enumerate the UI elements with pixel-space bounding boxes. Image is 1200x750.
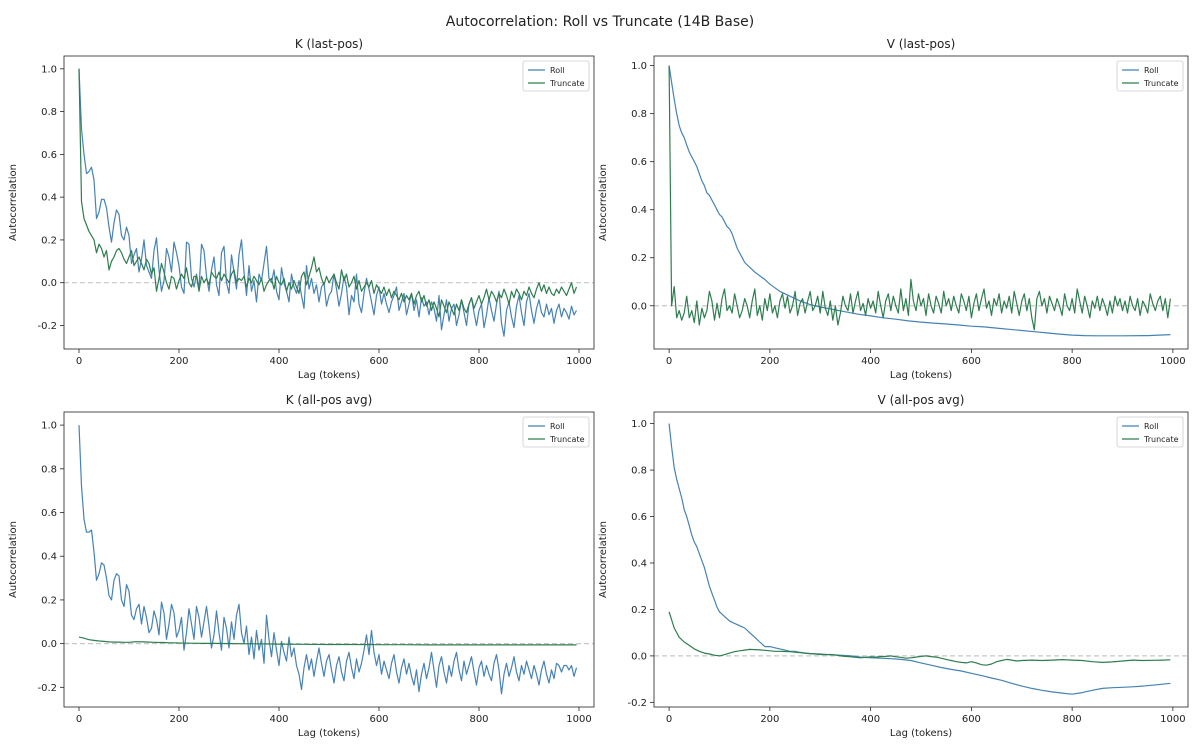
y-tick-label: 0.8: [41, 464, 57, 475]
y-tick-label: 0.2: [41, 595, 57, 606]
panel-title: K (last-pos): [295, 37, 363, 51]
x-tick-label: 1000: [1160, 714, 1185, 725]
y-tick-label: 0.0: [41, 639, 57, 650]
x-tick-label: 400: [269, 356, 288, 367]
series-line-roll: [78, 425, 578, 695]
y-axis-label: Autocorrelation: [8, 164, 19, 241]
y-tick-label: 0.2: [631, 605, 647, 616]
panels-container: K (last-pos) 0 200 400 600 800 1000 -0.2 0.0 0.2 0…: [8, 37, 1189, 739]
y-tick-label: -0.2: [627, 698, 647, 709]
y-tick-label: 1.0: [41, 64, 57, 75]
y-axis-label: Autocorrelation: [8, 521, 19, 598]
y-tick-label: 0.6: [631, 512, 647, 523]
y-tick-label: -0.2: [37, 321, 57, 332]
y-tick-label: 0.8: [41, 107, 57, 118]
y-tick-label: 1.0: [631, 61, 647, 72]
legend-label-roll: Roll: [1144, 422, 1159, 431]
y-axis-label: Autocorrelation: [598, 164, 609, 241]
series-group: [668, 65, 1171, 337]
x-tick-label: 400: [269, 714, 288, 725]
x-tick-label: 800: [1063, 714, 1082, 725]
panel-title: K (all-pos avg): [286, 393, 373, 407]
x-tick-label: 600: [369, 714, 388, 725]
x-axis-label: Lag (tokens): [298, 370, 360, 381]
y-tick-label: 0.8: [631, 109, 647, 120]
y-tick-label: 1.0: [41, 421, 57, 432]
x-tick-label: 200: [760, 356, 779, 367]
figure-title: Autocorrelation: Roll vs Truncate (14B B…: [446, 14, 754, 30]
x-tick-label: 0: [76, 714, 82, 725]
y-tick-label: 0.0: [41, 278, 57, 289]
x-tick-label: 600: [369, 356, 388, 367]
y-tick-label: 0.2: [631, 253, 647, 264]
legend-label-roll: Roll: [550, 422, 565, 431]
panel-title: V (all-pos avg): [878, 393, 965, 407]
chart-panel-2: V (last-pos) 0 200 400 600 800 1000 0.0 0.2 0.4 0.…: [598, 37, 1189, 381]
legend-label-truncate: Truncate: [549, 79, 585, 88]
y-tick-label: 0.4: [41, 193, 57, 204]
x-tick-label: 800: [469, 356, 488, 367]
x-tick-label: 400: [861, 356, 880, 367]
series-group: [78, 68, 578, 337]
axes-frame: [653, 411, 1189, 708]
legend: Roll Truncate: [1116, 416, 1184, 448]
chart-panel-1: K (last-pos) 0 200 400 600 800 1000 -0.2 0.0 0.2 0…: [8, 37, 595, 381]
legend-label-roll: Roll: [550, 66, 565, 75]
y-tick-label: 0.6: [631, 157, 647, 168]
series-line-roll: [668, 65, 1171, 337]
series-group: [78, 425, 578, 695]
legend: Roll Truncate: [1116, 60, 1184, 92]
y-tick-label: 0.8: [631, 466, 647, 477]
panel-title: V (last-pos): [887, 37, 956, 51]
x-tick-label: 800: [1063, 356, 1082, 367]
x-axis-label: Lag (tokens): [298, 728, 360, 739]
y-tick-label: 0.0: [631, 301, 647, 312]
y-tick-label: 1.0: [631, 419, 647, 430]
series-line-roll: [668, 423, 1171, 695]
x-axis-label: Lag (tokens): [890, 370, 952, 381]
y-tick-label: 0.4: [41, 552, 57, 563]
x-axis-label: Lag (tokens): [890, 728, 952, 739]
x-tick-label: 0: [666, 714, 672, 725]
series-line-truncate: [668, 65, 1171, 331]
legend-label-roll: Roll: [1144, 66, 1159, 75]
legend-label-truncate: Truncate: [1143, 435, 1179, 444]
chart-panel-3: K (all-pos avg) 0 200 400 600 800 1000 -0.2 0.0 0…: [8, 393, 595, 739]
axes-frame: [653, 55, 1189, 350]
series-line-truncate: [78, 68, 578, 318]
chart-panel-4: V (all-pos avg) 0 200 400 600 800 1000 -0.2 0.0 0…: [598, 393, 1189, 739]
x-tick-label: 1000: [566, 714, 591, 725]
y-tick-label: 0.6: [41, 508, 57, 519]
x-tick-label: 800: [469, 714, 488, 725]
y-tick-label: 0.6: [41, 150, 57, 161]
y-tick-label: 0.4: [631, 558, 647, 569]
y-tick-label: 0.4: [631, 205, 647, 216]
x-tick-label: 1000: [1160, 356, 1185, 367]
x-tick-label: 600: [962, 356, 981, 367]
series-line-roll: [78, 68, 578, 337]
x-tick-label: 0: [666, 356, 672, 367]
x-tick-label: 1000: [566, 356, 591, 367]
x-tick-label: 400: [861, 714, 880, 725]
x-tick-label: 200: [760, 714, 779, 725]
legend: Roll Truncate: [522, 60, 590, 92]
x-tick-label: 200: [169, 356, 188, 367]
x-tick-label: 200: [169, 714, 188, 725]
series-line-truncate: [668, 611, 1171, 666]
legend: Roll Truncate: [522, 416, 590, 448]
series-group: [668, 423, 1171, 695]
y-tick-label: -0.2: [37, 683, 57, 694]
legend-label-truncate: Truncate: [1143, 79, 1179, 88]
series-line-truncate: [78, 636, 577, 646]
axes-frame: [63, 411, 595, 708]
x-tick-label: 0: [76, 356, 82, 367]
y-tick-label: 0.0: [631, 651, 647, 662]
axes-frame: [63, 55, 595, 350]
x-tick-label: 600: [962, 714, 981, 725]
y-tick-label: 0.2: [41, 235, 57, 246]
legend-label-truncate: Truncate: [549, 435, 585, 444]
y-axis-label: Autocorrelation: [598, 521, 609, 598]
